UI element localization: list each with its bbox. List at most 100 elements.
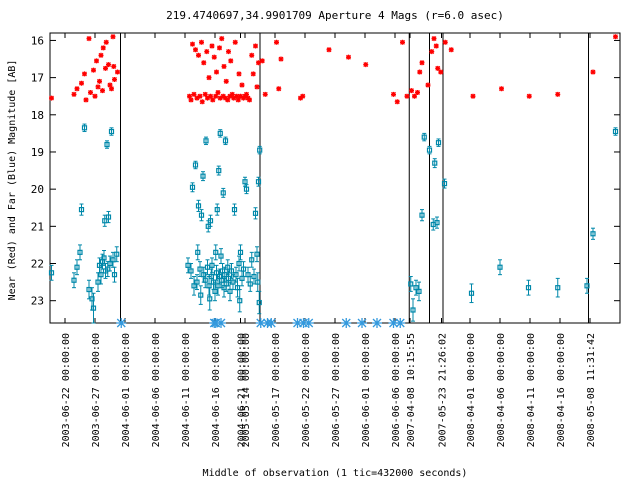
x-axis-ticks: 2003-06-22 00:00:00 2003-06-27 00:00:00 20… [61, 33, 597, 447]
near-point [49, 95, 54, 101]
near-point [499, 86, 504, 92]
near-point [115, 69, 120, 75]
far-point [435, 140, 442, 146]
far-point [245, 272, 251, 278]
x-tick-label: 2007-04-08 10:15:55 [406, 333, 417, 447]
upper-limit-point [341, 318, 352, 328]
far-point [222, 138, 229, 144]
far-point [105, 214, 112, 220]
near-point [419, 60, 425, 66]
far-point [207, 296, 213, 302]
far-point [497, 264, 503, 270]
near-point [236, 71, 242, 77]
near-point [298, 95, 303, 101]
far-point [216, 167, 222, 174]
far-point [81, 125, 88, 131]
far-point [257, 147, 263, 153]
near-point [244, 91, 249, 97]
far-point [612, 128, 619, 135]
near-point [435, 65, 441, 71]
near-point [214, 69, 219, 75]
near-point [83, 97, 89, 103]
x-axis-label: Middle of observation (1 tic=432000 seco… [203, 468, 468, 479]
near-point [74, 86, 80, 92]
near-point [247, 97, 252, 103]
y-tick-label: 22 [31, 258, 44, 271]
x-tick-label: 2004-06-11 00:00:00 [181, 333, 192, 447]
upper-limit-point [388, 318, 399, 328]
far-point [198, 212, 205, 218]
upper-limit-point [116, 318, 127, 328]
far-point [468, 290, 475, 296]
far-point [555, 285, 561, 291]
x-tick-label: 2006-06-06 00:00:00 [391, 333, 402, 447]
near-point [210, 97, 216, 103]
chart-title: 219.4740697,34.9901709 Aperture 4 Mags (… [166, 9, 504, 22]
far-point [114, 251, 120, 257]
x-tick-label: 2005-05-14 00:00:00 [241, 333, 252, 447]
far-point [188, 268, 194, 274]
far-point [214, 207, 220, 213]
upper-limit-point [216, 318, 226, 328]
far-point [419, 212, 425, 218]
y-tick-label: 19 [31, 146, 44, 159]
y-axis-label: Near (Red) and Far (Blue) Magnitude [AB] [7, 60, 18, 301]
near-point [417, 69, 423, 75]
near-point [231, 95, 237, 101]
far-point [198, 292, 204, 298]
near-point [208, 93, 213, 99]
far-point [200, 173, 206, 179]
near-point [82, 71, 87, 77]
far-point [408, 281, 414, 287]
far-point [227, 288, 233, 294]
near-point [276, 86, 282, 92]
near-point [110, 34, 116, 40]
near-point [95, 84, 101, 90]
y-tick-label: 23 [31, 295, 44, 308]
far-point [74, 264, 80, 270]
far-point [217, 130, 223, 136]
far-point [242, 179, 248, 185]
upper-limit-point [266, 318, 277, 328]
near-series [49, 34, 618, 105]
far-point [104, 141, 110, 148]
far-point [240, 266, 247, 272]
far-point [195, 249, 201, 255]
near-point [71, 91, 77, 97]
far-point [416, 288, 422, 294]
near-point [86, 36, 92, 42]
near-point [88, 89, 93, 95]
far-point [212, 288, 218, 294]
near-point [425, 82, 431, 88]
near-point [225, 97, 231, 103]
near-point [346, 54, 351, 60]
upper-limit-point [255, 318, 266, 328]
x-tick-label: 2008-05-08 11:31:42 [586, 333, 597, 447]
near-point [94, 58, 99, 64]
far-point [202, 277, 208, 283]
far-point [48, 270, 55, 276]
upper-limit-point [292, 318, 303, 328]
far-point [213, 270, 220, 276]
far-point [255, 179, 262, 185]
near-point [262, 91, 268, 97]
near-point [204, 49, 210, 55]
far-point [77, 249, 83, 255]
x-tick-label: 2003-06-22 00:00:00 [61, 333, 72, 447]
far-point [108, 128, 115, 135]
far-point [410, 307, 416, 313]
near-point [429, 49, 435, 55]
upper-limit-point [210, 318, 221, 328]
near-point [109, 86, 114, 92]
upper-limit-point [303, 318, 314, 328]
near-point [112, 76, 117, 82]
near-point [98, 52, 104, 58]
x-tick-label: 2008-04-01 00:00:00 [466, 333, 477, 447]
far-point [434, 220, 440, 226]
near-point [442, 39, 448, 45]
near-point [239, 82, 245, 88]
near-point [190, 41, 195, 47]
far-point [78, 207, 85, 213]
y-tick-label: 20 [31, 183, 44, 196]
